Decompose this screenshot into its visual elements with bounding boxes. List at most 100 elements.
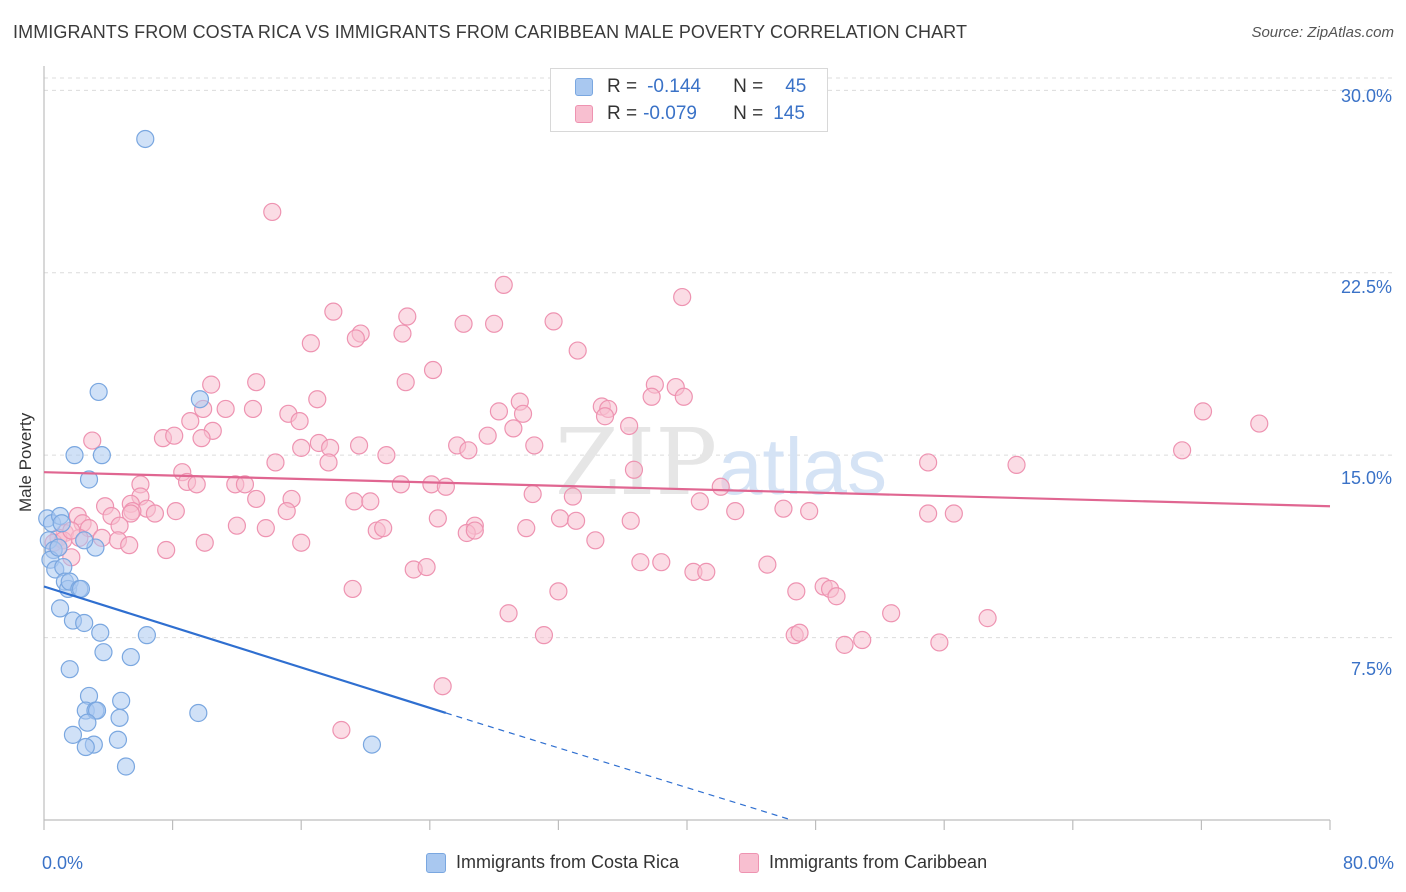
data-point <box>550 509 570 528</box>
data-point <box>544 312 563 331</box>
y-tick-label-7-5: 7.5% <box>1350 659 1392 679</box>
data-point <box>247 489 266 509</box>
data-point <box>697 562 716 582</box>
data-point <box>436 477 455 496</box>
axes <box>43 66 1331 830</box>
legend-r-label: R = <box>607 103 638 124</box>
data-point <box>292 438 311 457</box>
data-point <box>345 492 364 511</box>
data-point <box>391 475 410 494</box>
data-point <box>711 477 730 496</box>
data-point <box>60 660 79 679</box>
x-tick-label-max: 80.0% <box>1342 853 1394 873</box>
data-point <box>319 453 338 472</box>
data-point <box>235 475 255 494</box>
data-point <box>92 446 111 465</box>
data-point <box>374 519 393 538</box>
legend-swatch-caribbean <box>575 105 593 123</box>
bottom-legend-label-caribbean: Immigrants from Caribbean <box>769 852 988 872</box>
data-point <box>145 504 165 523</box>
data-point <box>52 514 71 533</box>
data-point <box>361 492 380 511</box>
data-point <box>120 536 139 555</box>
data-point <box>292 533 311 552</box>
data-point <box>393 324 412 343</box>
data-point <box>978 609 997 628</box>
data-point <box>94 643 113 662</box>
data-point <box>800 502 819 521</box>
data-point <box>121 504 140 523</box>
data-point <box>346 329 365 348</box>
data-point <box>189 703 208 723</box>
data-point <box>192 429 211 448</box>
legend-n-label: N = <box>733 76 764 97</box>
data-point <box>165 426 184 445</box>
legend-row-costa-rica: R = -0.144 N = 45 <box>575 75 806 99</box>
stats-legend: R = -0.144 N = 45 R = -0.079 N = 145 <box>550 68 828 132</box>
data-point <box>504 419 523 438</box>
data-point <box>202 375 221 394</box>
data-point <box>243 399 263 419</box>
data-point <box>459 441 478 460</box>
data-point <box>187 475 206 494</box>
data-point <box>398 307 417 326</box>
data-point <box>620 416 639 436</box>
data-point <box>377 446 396 465</box>
data-point <box>758 555 777 574</box>
data-point <box>433 677 452 696</box>
data-point <box>523 484 542 504</box>
data-point <box>83 431 102 450</box>
data-point <box>494 275 513 295</box>
legend-r-value-caribbean: -0.079 <box>643 103 697 124</box>
data-point <box>465 521 484 540</box>
data-point <box>566 511 586 530</box>
data-point <box>423 360 443 380</box>
y-tick-label-30: 30.0% <box>1340 86 1392 106</box>
legend-n-label: N = <box>733 103 764 124</box>
data-point <box>76 737 95 757</box>
data-point <box>63 725 83 744</box>
bottom-legend-caribbean: Immigrants from Caribbean <box>739 852 987 873</box>
bottom-legend-swatch-costa-rica <box>426 852 446 873</box>
data-point <box>301 334 320 353</box>
data-point <box>930 633 949 652</box>
data-point <box>1173 441 1192 460</box>
data-point <box>110 708 129 727</box>
data-point <box>673 287 692 307</box>
trend-line <box>43 585 447 715</box>
data-point <box>595 407 615 426</box>
data-point <box>247 373 266 392</box>
data-point <box>87 701 107 720</box>
legend-n-value-costa-rica: 45 <box>785 76 807 97</box>
x-tick-label-min: 0.0% <box>42 853 84 873</box>
data-point <box>112 691 131 710</box>
data-point <box>568 341 587 360</box>
bottom-legend-label-costa-rica: Immigrants from Costa Rica <box>456 852 680 872</box>
data-point <box>166 502 185 521</box>
data-point <box>227 516 246 535</box>
y-tick-label-22-5: 22.5% <box>1340 277 1392 297</box>
data-point <box>137 626 156 645</box>
bottom-legend-costa-rica: Immigrants from Costa Rica <box>426 852 679 873</box>
data-point <box>71 579 91 599</box>
data-point <box>489 402 509 421</box>
legend-r-value-costa-rica: -0.144 <box>647 76 701 97</box>
data-point <box>136 129 155 149</box>
data-point <box>726 502 745 521</box>
data-point <box>827 587 846 606</box>
data-point <box>91 623 110 642</box>
data-point <box>324 302 343 321</box>
data-point <box>624 460 644 479</box>
data-point <box>89 382 108 402</box>
data-point <box>362 735 382 754</box>
trend-line <box>43 471 1331 508</box>
data-point <box>631 553 650 572</box>
y-tick-label-15: 15.0% <box>1340 468 1392 488</box>
data-point <box>121 647 140 667</box>
data-point <box>50 599 70 618</box>
data-point <box>428 509 447 528</box>
data-point <box>256 519 275 538</box>
data-point <box>157 540 176 560</box>
data-point <box>290 412 309 431</box>
data-point <box>835 635 854 654</box>
